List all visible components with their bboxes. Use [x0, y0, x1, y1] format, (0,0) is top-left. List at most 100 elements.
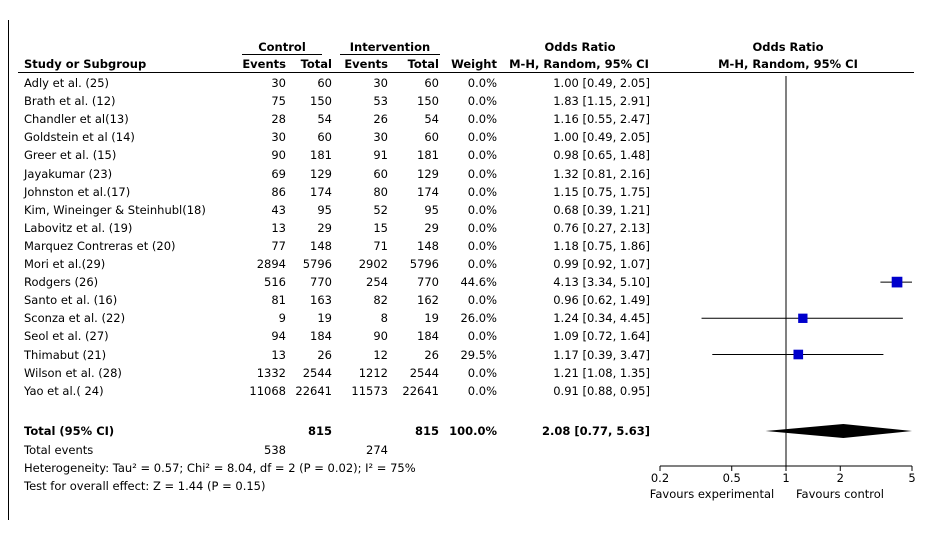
events-control: 75	[271, 94, 286, 109]
study-name: Marquez Contreras et (20)	[24, 238, 176, 253]
study-name: Yao et al.( 24)	[24, 383, 104, 398]
events-intervention: 30	[373, 130, 388, 145]
study-name: Johnston et al.(17)	[24, 184, 131, 199]
study-name: Kim, Wineinger & Steinhubl(18)	[24, 202, 206, 217]
study-name: Adly et al. (25)	[24, 76, 110, 90]
events-intervention: 11573	[351, 383, 388, 398]
total-control: 181	[310, 148, 332, 163]
total-events-label: Total events	[24, 443, 94, 457]
odds-ratio-ci: 1.00 [0.49, 2.05]	[553, 76, 650, 90]
study-marker	[793, 349, 804, 360]
total-intervention: 2544	[409, 365, 439, 380]
events-control: 90	[271, 148, 286, 163]
events-control: 30	[271, 76, 286, 90]
study-name: Brath et al. (12)	[24, 94, 116, 109]
odds-ratio-ci: 1.16 [0.55, 2.47]	[553, 112, 650, 127]
header-study: Study or Subgroup	[24, 57, 147, 71]
study-marker	[798, 313, 808, 323]
x-tick-label: 0.5	[723, 471, 741, 485]
header-method-left: M-H, Random, 95% CI	[509, 57, 649, 71]
odds-ratio-ci: 0.99 [0.92, 1.07]	[553, 257, 650, 271]
study-name: Santo et al. (16)	[24, 293, 118, 308]
events-control: 1332	[256, 365, 286, 380]
events-control: 94	[271, 329, 286, 344]
total-intervention: 148	[417, 238, 439, 253]
weight: 0.0%	[467, 293, 497, 308]
total-control: 60	[317, 130, 332, 145]
weight: 0.0%	[467, 257, 497, 271]
events-intervention: 15	[373, 220, 388, 235]
events-intervention: 71	[373, 238, 388, 253]
events-control: 2894	[256, 257, 286, 271]
study-name: Goldstein et al (14)	[24, 130, 135, 145]
total-weight: 100.0%	[449, 424, 497, 438]
odds-ratio-ci: 0.76 [0.27, 2.13]	[553, 220, 650, 235]
x-tick-label: 2	[837, 471, 844, 485]
total-control: 26	[317, 347, 332, 362]
total-control: 29	[317, 220, 332, 235]
odds-ratio-ci: 1.18 [0.75, 1.86]	[553, 238, 650, 253]
x-tick-label: 1	[782, 471, 789, 485]
events-control: 30	[271, 130, 286, 145]
header-weight: Weight	[451, 57, 497, 71]
total-control: 150	[310, 94, 332, 109]
odds-ratio-ci: 1.21 [1.08, 1.35]	[553, 365, 650, 380]
total-intervention: 60	[424, 76, 439, 90]
weight: 0.0%	[467, 94, 497, 109]
events-control: 516	[264, 275, 286, 290]
study-name: Sconza et al. (22)	[24, 311, 126, 326]
weight: 0.0%	[467, 76, 497, 90]
weight: 0.0%	[467, 112, 497, 127]
events-control: 43	[271, 202, 286, 217]
total-control: 95	[317, 202, 332, 217]
x-tick-label: 0.2	[651, 471, 669, 485]
events-intervention: 26	[373, 112, 388, 127]
events-control: 9	[278, 311, 286, 326]
study-name: Mori et al.(29)	[24, 257, 106, 271]
events-control: 28	[271, 112, 286, 127]
total-intervention: 184	[417, 329, 439, 344]
header-method-right: M-H, Random, 95% CI	[718, 57, 858, 71]
events-intervention: 254	[366, 275, 388, 290]
weight: 0.0%	[467, 329, 497, 344]
total-intervention: 29	[424, 220, 439, 235]
header-odds-ratio-right: Odds Ratio	[752, 40, 824, 54]
events-intervention: 8	[380, 311, 388, 326]
study-name: Labovitz et al. (19)	[24, 220, 133, 235]
total-control: 163	[310, 293, 332, 308]
study-marker	[891, 276, 903, 288]
odds-ratio-ci: 0.96 [0.62, 1.49]	[553, 293, 650, 308]
odds-ratio-ci: 1.15 [0.75, 1.75]	[553, 184, 650, 199]
odds-ratio-ci: 1.24 [0.34, 4.45]	[553, 311, 650, 326]
weight: 29.5%	[460, 347, 497, 362]
favours-control-label: Favours control	[796, 487, 884, 501]
header-events-control: Events	[242, 57, 286, 71]
total-control: 5796	[302, 257, 332, 271]
study-name: Greer et al. (15)	[24, 148, 117, 163]
total-intervention: 129	[417, 166, 439, 181]
events-control: 77	[271, 238, 286, 253]
header-control: Control	[258, 40, 306, 54]
header-intervention-rule	[340, 54, 440, 55]
events-control: 86	[271, 184, 286, 199]
weight: 0.0%	[467, 220, 497, 235]
total-control: 184	[310, 329, 332, 344]
events-control: 69	[271, 166, 286, 181]
weight: 44.6%	[460, 275, 497, 290]
header-events-intervention: Events	[344, 57, 388, 71]
study-name: Seol et al. (27)	[24, 329, 109, 344]
total-control: 129	[310, 166, 332, 181]
header-intervention: Intervention	[349, 40, 431, 54]
events-control: 81	[271, 293, 286, 308]
header-total-intervention: Total	[407, 57, 439, 71]
total-intervention: 95	[424, 202, 439, 217]
study-name: Thimabut (21)	[24, 347, 107, 362]
odds-ratio-ci: 0.68 [0.39, 1.21]	[553, 202, 650, 217]
total-control: 174	[310, 184, 332, 199]
weight: 0.0%	[467, 166, 497, 181]
total-ci: 2.08 [0.77, 5.63]	[541, 424, 650, 438]
events-intervention: 91	[373, 148, 388, 163]
events-intervention: 12	[373, 347, 388, 362]
study-name: Chandler et al(13)	[24, 112, 129, 127]
